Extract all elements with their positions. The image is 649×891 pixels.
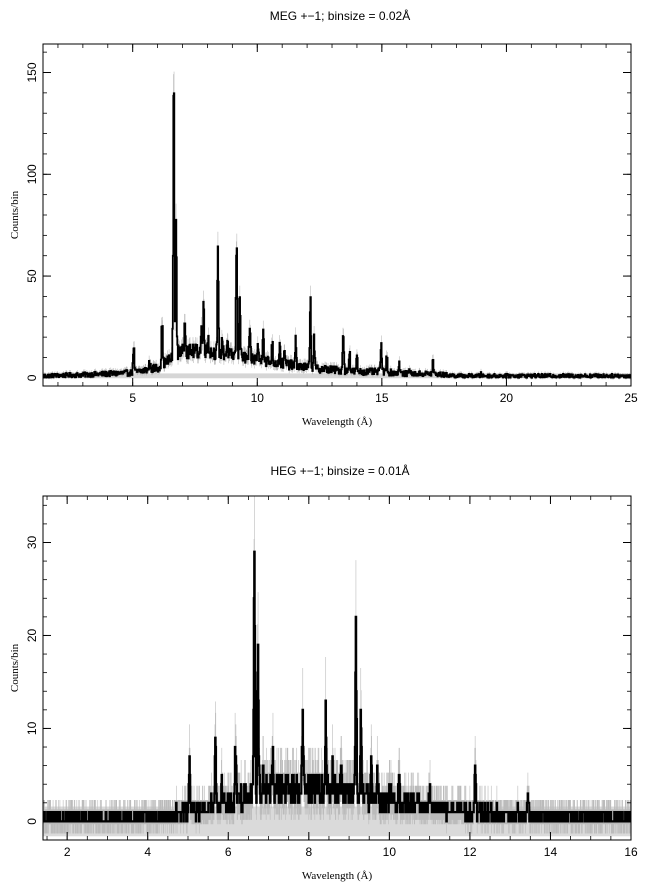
y-tick-label-2-1: 10	[25, 721, 39, 735]
y-tick-label-2-0: 0	[25, 818, 39, 825]
chart-title-2: HEG +−1; binsize = 0.01Å	[270, 463, 409, 478]
x-tick-label-2-2: 6	[225, 845, 232, 859]
model-band-1	[43, 373, 631, 379]
x-tick-label-1-1: 10	[251, 391, 265, 405]
x-tick-label-2-7: 16	[624, 845, 638, 859]
chart-panel-1: MEG +−1; binsize = 0.02Å 5 10 15 20 25 0 50 100 1…	[9, 8, 638, 428]
chart-panel-2: HEG +−1; binsize = 0.01Å 2 4 6 8 10 12 14 16 0 10 2…	[9, 463, 638, 882]
x-tick-label-2-4: 10	[383, 845, 397, 859]
plot-area-1	[43, 71, 631, 380]
y-tick-label-1-3: 150	[25, 62, 39, 82]
error-bars-2	[43, 496, 631, 834]
y-tick-label-1-0: 0	[25, 374, 39, 381]
y-tick-label-2-3: 30	[25, 535, 39, 549]
x-tick-label-1-4: 25	[624, 391, 638, 405]
x-tick-label-2-5: 12	[463, 845, 477, 859]
y-tick-label-2-2: 20	[25, 628, 39, 642]
x-tick-label-1-0: 5	[129, 391, 136, 405]
x-tick-label-2-1: 4	[144, 845, 151, 859]
x-tick-label-1-3: 20	[500, 391, 514, 405]
chart-title-1: MEG +−1; binsize = 0.02Å	[270, 8, 410, 23]
plot-frame-2	[42, 495, 632, 841]
x-tick-label-2-0: 2	[64, 845, 71, 859]
x-axis-label-1: Wavelength (Å)	[302, 416, 373, 428]
data-series-2	[43, 550, 631, 823]
x-tick-label-1-2: 15	[375, 391, 389, 405]
error-bars-1	[43, 71, 631, 380]
y-tick-label-1-1: 50	[25, 269, 39, 283]
x-axis-label-2: Wavelength (Å)	[302, 870, 373, 882]
x-tick-label-2-3: 8	[305, 845, 312, 859]
y-tick-label-1-2: 100	[25, 164, 39, 184]
y-axis-label-2: Counts/bin	[9, 643, 21, 692]
y-axis-label-1: Counts/bin	[9, 190, 21, 239]
x-tick-label-2-6: 14	[544, 845, 558, 859]
plot-frame-1	[42, 43, 632, 387]
data-series-1	[43, 92, 631, 379]
plot-area-2	[43, 496, 631, 837]
